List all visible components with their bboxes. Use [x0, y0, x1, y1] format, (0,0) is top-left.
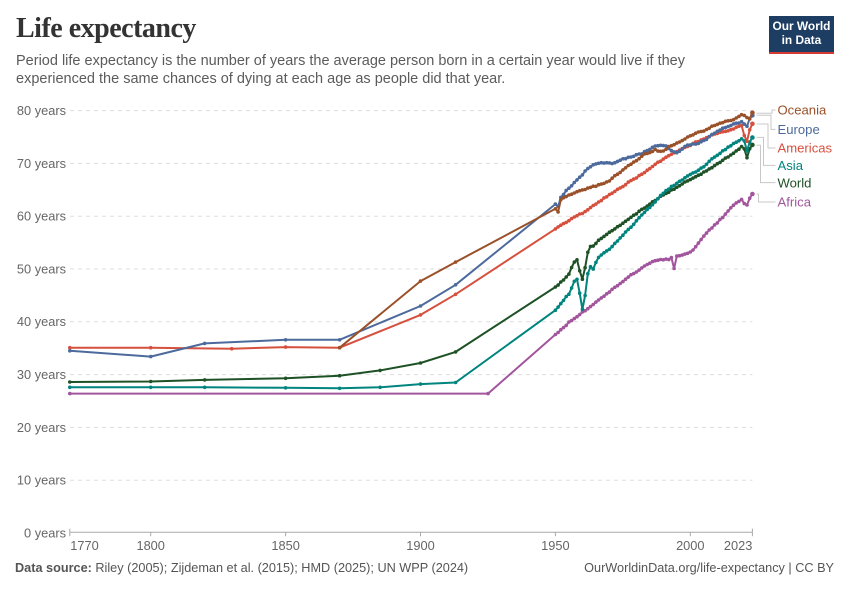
svg-text:10 years: 10 years: [17, 473, 66, 488]
svg-text:2000: 2000: [676, 538, 704, 553]
svg-text:Americas: Americas: [778, 141, 833, 156]
svg-text:30 years: 30 years: [17, 367, 66, 382]
svg-text:1900: 1900: [406, 538, 434, 553]
svg-text:1950: 1950: [541, 538, 569, 553]
svg-text:2023: 2023: [724, 538, 752, 553]
svg-text:Oceania: Oceania: [778, 103, 827, 118]
svg-text:1800: 1800: [136, 538, 164, 553]
svg-text:Europe: Europe: [778, 122, 820, 137]
svg-text:Asia: Asia: [778, 158, 804, 173]
svg-text:1770: 1770: [70, 538, 98, 553]
svg-text:0 years: 0 years: [24, 525, 66, 540]
svg-text:50 years: 50 years: [17, 261, 66, 276]
svg-text:40 years: 40 years: [17, 314, 66, 329]
svg-text:World: World: [778, 175, 812, 190]
svg-text:20 years: 20 years: [17, 420, 66, 435]
svg-text:Africa: Africa: [778, 195, 812, 210]
svg-text:70 years: 70 years: [17, 156, 66, 171]
svg-text:1850: 1850: [271, 538, 299, 553]
svg-text:80 years: 80 years: [17, 103, 66, 118]
svg-text:60 years: 60 years: [17, 209, 66, 224]
